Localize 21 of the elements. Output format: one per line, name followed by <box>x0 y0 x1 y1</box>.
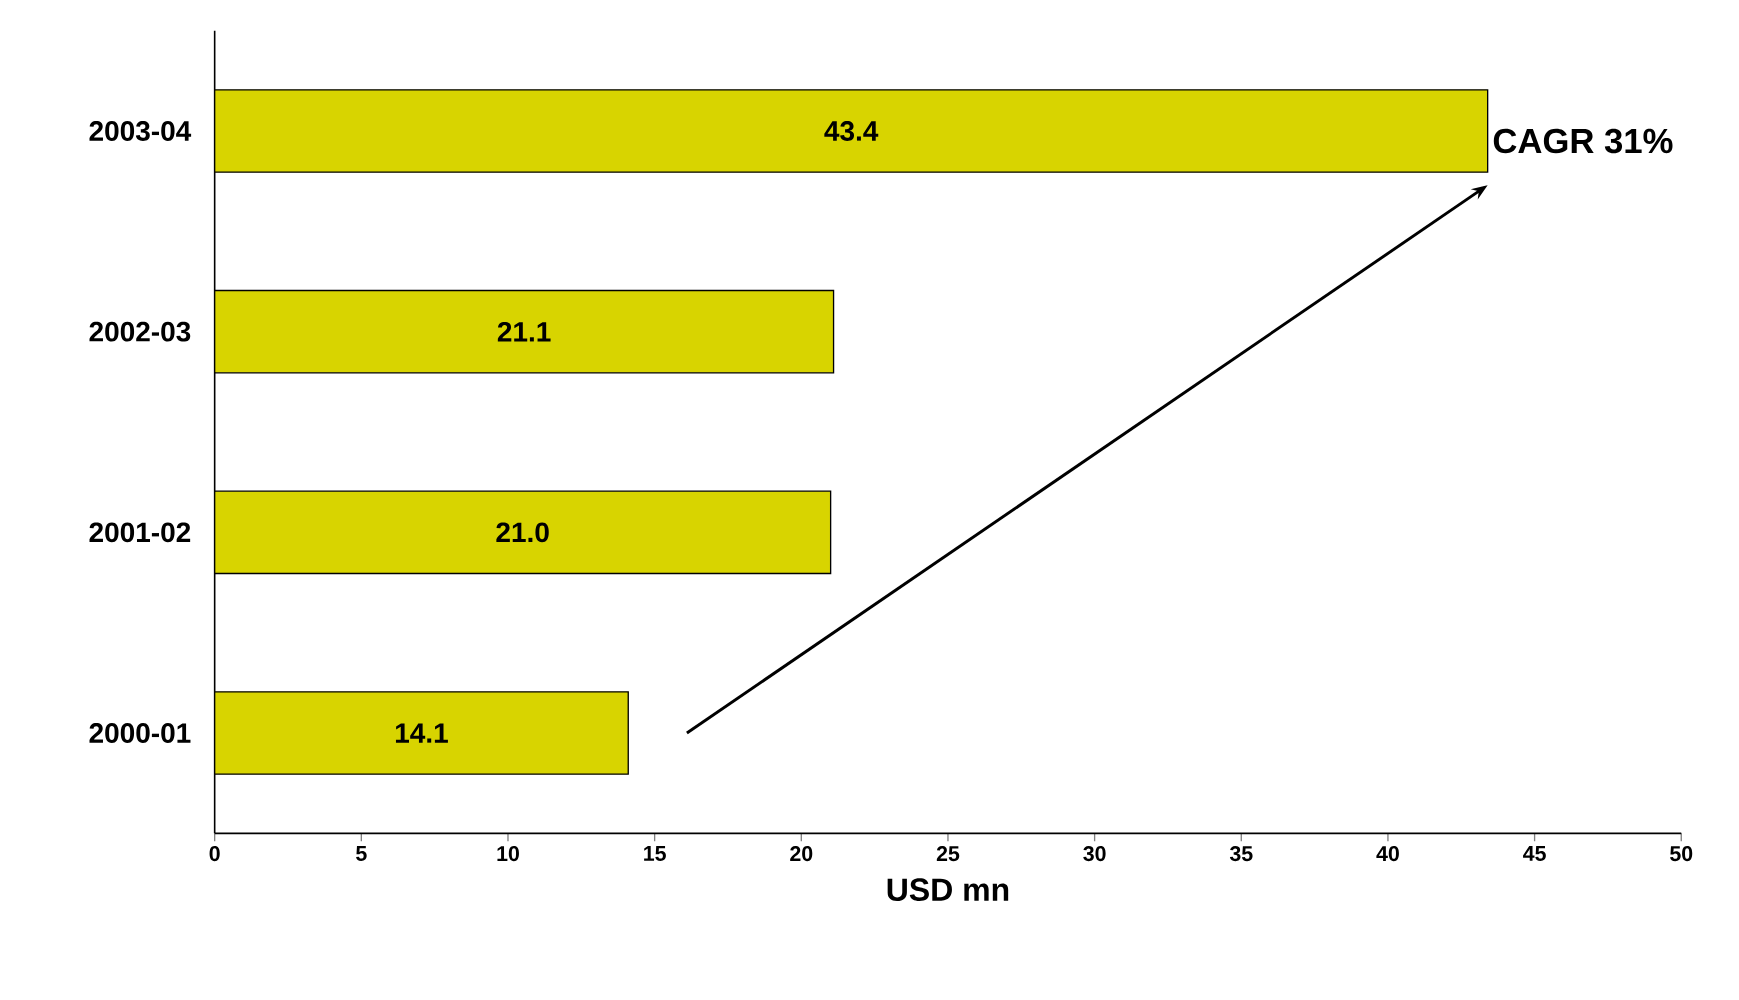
x-tick-label: 35 <box>1229 846 1253 862</box>
data-label: 21.1 <box>497 321 551 342</box>
x-tick-label: 5 <box>356 846 367 861</box>
data-label: 14.1 <box>395 723 448 743</box>
x-tick-label: 15 <box>644 846 666 861</box>
x-tick-label: 45 <box>1523 846 1546 861</box>
x-tick-label: 30 <box>1083 846 1106 862</box>
y-tick-label: 2002-03 <box>89 321 191 342</box>
x-tick-label: 20 <box>790 846 813 862</box>
data-label: 21.0 <box>496 522 549 543</box>
x-axis-title: USD mn <box>887 878 1009 901</box>
x-tick-label: 50 <box>1670 846 1693 862</box>
y-tick-label: 2000-01 <box>89 723 191 743</box>
x-tick-label: 25 <box>936 846 960 862</box>
x-tick-label: 10 <box>497 846 519 862</box>
x-tick-label: 40 <box>1376 846 1399 862</box>
annotation: CAGR 31% <box>1493 128 1673 154</box>
y-tick-label: 2001-02 <box>89 522 191 543</box>
x-tick-label: 0 <box>209 846 220 862</box>
data-label: 43.4 <box>824 121 879 141</box>
y-tick-label: 2003-04 <box>89 121 192 141</box>
